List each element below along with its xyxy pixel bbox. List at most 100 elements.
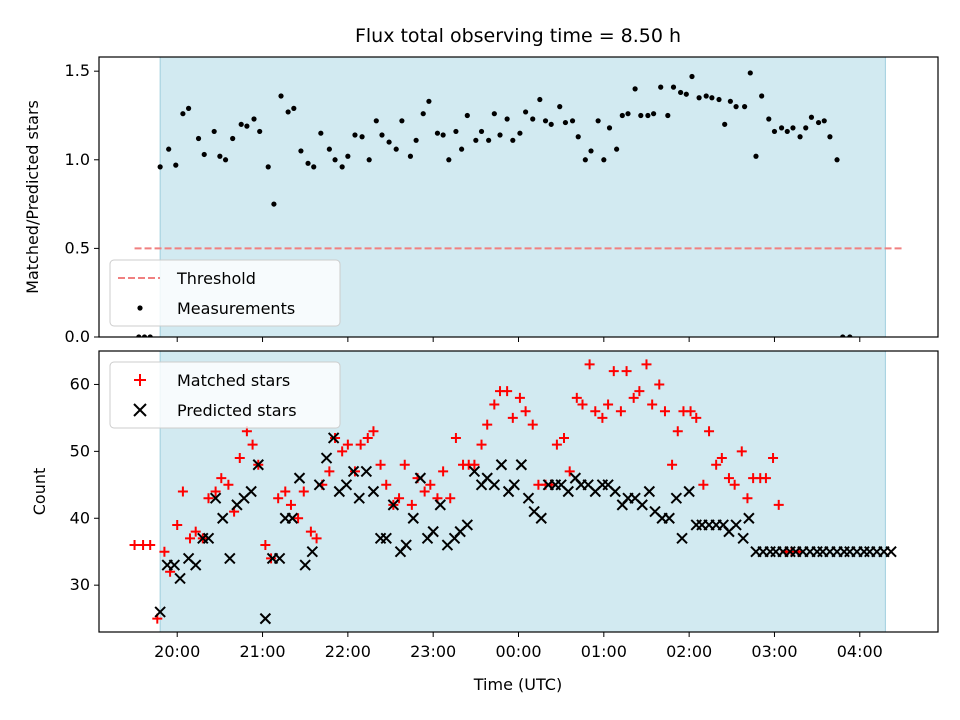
data-point: [217, 153, 223, 159]
data-point: [355, 439, 366, 450]
data-point: [551, 439, 562, 450]
data-point: [185, 533, 196, 544]
plot-area: [129, 359, 897, 625]
data-point: [399, 459, 410, 470]
data-point: [353, 492, 365, 504]
data-point: [619, 112, 625, 119]
y-tick-label: 40: [70, 508, 90, 527]
data-point: [339, 164, 345, 170]
data-point: [332, 157, 338, 163]
data-point: [446, 157, 452, 163]
legend-label: Matched stars: [177, 371, 290, 390]
data-point: [491, 111, 497, 117]
data-point: [349, 466, 360, 477]
data-point: [773, 499, 784, 510]
data-point: [489, 399, 500, 410]
data-point: [760, 473, 771, 484]
data-point: [815, 119, 822, 126]
y-tick-label: 30: [70, 575, 90, 594]
data-point: [729, 479, 740, 490]
data-point: [203, 493, 214, 504]
data-point: [406, 499, 417, 510]
data-point: [259, 612, 272, 625]
data-point: [628, 392, 639, 403]
y-axis-label: Matched/Predicted stars: [23, 100, 42, 294]
data-point: [737, 532, 749, 545]
data-point: [827, 134, 833, 140]
data-point: [393, 146, 399, 152]
data-point: [129, 540, 140, 551]
data-point: [305, 526, 316, 537]
data-point: [771, 128, 778, 135]
data-point: [609, 485, 621, 498]
x-tick-label: 21:00: [239, 642, 285, 661]
data-point: [223, 479, 234, 490]
data-point: [265, 164, 271, 170]
legend-marker: [133, 403, 147, 417]
data-point: [459, 146, 465, 152]
data-point: [486, 137, 492, 143]
data-point: [185, 105, 192, 111]
y-axis-label: Count: [30, 468, 49, 516]
data-point: [665, 112, 671, 119]
data-point: [299, 559, 311, 571]
data-point: [427, 525, 439, 538]
data-point: [847, 334, 853, 337]
data-point: [650, 111, 657, 117]
data-point: [245, 485, 257, 498]
x-tick-label: 02:00: [666, 642, 712, 661]
data-point: [426, 98, 432, 104]
data-point: [380, 532, 392, 545]
data-point: [326, 146, 332, 152]
data-point: [759, 93, 765, 99]
data-point: [375, 459, 386, 470]
data-point: [318, 130, 324, 136]
data-point: [508, 479, 520, 491]
data-point: [407, 153, 414, 159]
data-point: [266, 553, 277, 564]
data-point: [278, 93, 284, 99]
data-point: [601, 157, 607, 163]
data-point: [625, 111, 631, 117]
data-point: [359, 134, 365, 140]
data-point: [368, 426, 379, 437]
data-point: [689, 73, 695, 80]
data-point: [251, 116, 257, 122]
data-point: [696, 95, 702, 101]
data-point: [742, 493, 753, 504]
data-point: [730, 519, 742, 531]
data-point: [414, 472, 427, 484]
data-point: [285, 109, 291, 115]
data-point: [643, 485, 656, 498]
data-point: [742, 104, 748, 110]
data-point: [252, 459, 264, 471]
data-point: [230, 135, 236, 142]
data-point: [147, 334, 153, 337]
data-point: [298, 148, 304, 154]
data-point: [450, 432, 461, 443]
data-point: [342, 439, 353, 450]
data-point: [614, 146, 620, 152]
data-point: [542, 118, 549, 124]
data-point: [495, 459, 508, 471]
data-point: [420, 111, 426, 117]
x-tick-label: 22:00: [325, 642, 371, 661]
data-point: [453, 128, 459, 135]
data-point: [293, 513, 304, 524]
data-point: [733, 104, 739, 110]
data-point: [834, 157, 840, 163]
data-point: [768, 453, 779, 464]
data-point: [736, 446, 747, 457]
data-point: [159, 546, 170, 557]
data-point: [658, 84, 664, 90]
legend-marker: [137, 305, 143, 311]
data-point: [419, 486, 430, 497]
data-point: [797, 134, 803, 140]
y-tick-label: 60: [70, 374, 90, 393]
data-point: [381, 479, 392, 490]
data-point: [201, 151, 207, 158]
data-point: [407, 512, 419, 524]
data-point: [654, 379, 665, 390]
data-point: [387, 499, 400, 511]
